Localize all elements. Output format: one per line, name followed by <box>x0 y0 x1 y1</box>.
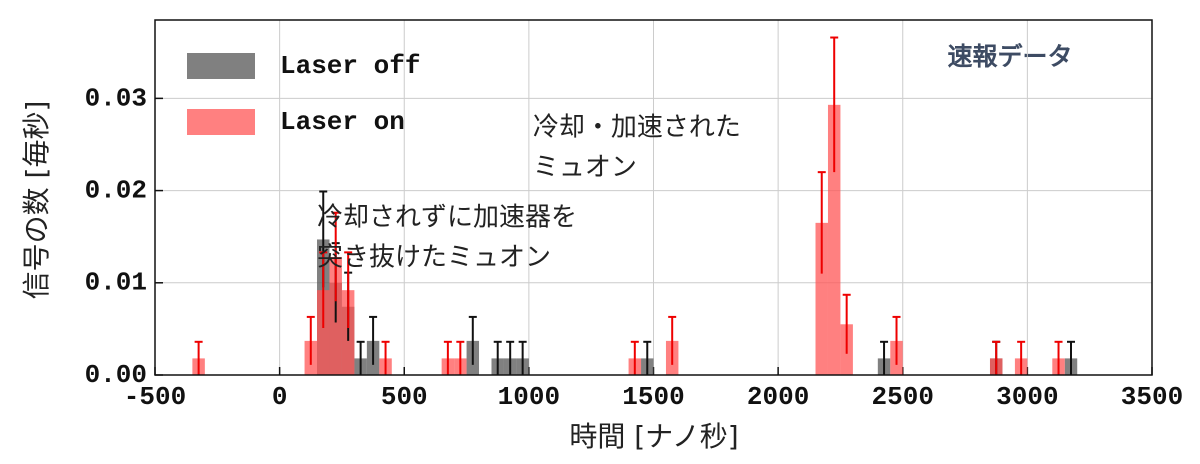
bar <box>815 222 828 375</box>
bar <box>827 104 841 375</box>
y-tick-label: 0.01 <box>85 268 147 298</box>
x-tick-label: -500 <box>124 382 186 412</box>
plot-frame <box>154 19 1153 376</box>
legend-swatch <box>187 53 255 79</box>
legend-label: Laser on <box>280 107 405 137</box>
x-tick-label: 2500 <box>872 382 934 412</box>
x-tick-label: 3000 <box>996 382 1058 412</box>
x-tick-label: 500 <box>381 382 428 412</box>
annotation: 冷却・加速された <box>533 113 741 143</box>
annotation: 突き抜けたミュオン <box>317 243 551 273</box>
x-tick-label: 1500 <box>622 382 684 412</box>
legend-swatch <box>187 109 255 135</box>
x-tick-label: 2000 <box>747 382 809 412</box>
bar <box>317 290 330 375</box>
x-tick-label: 1000 <box>498 382 560 412</box>
annotation: ミュオン <box>533 153 637 183</box>
annotation: 冷却されずに加速器を <box>317 203 577 233</box>
badge: 速報データ <box>947 42 1072 71</box>
y-tick-label: 0.02 <box>85 175 147 205</box>
y-tick-label: 0.00 <box>85 360 147 390</box>
x-tick-label: 0 <box>272 382 288 412</box>
y-axis-label: 信号の数 [毎秒] <box>20 101 53 300</box>
x-tick-label: 3500 <box>1121 382 1183 412</box>
y-tick-label: 0.03 <box>85 83 147 113</box>
legend-label: Laser off <box>280 51 420 81</box>
x-axis-label: 時間 [ナノ秒] <box>569 420 738 453</box>
